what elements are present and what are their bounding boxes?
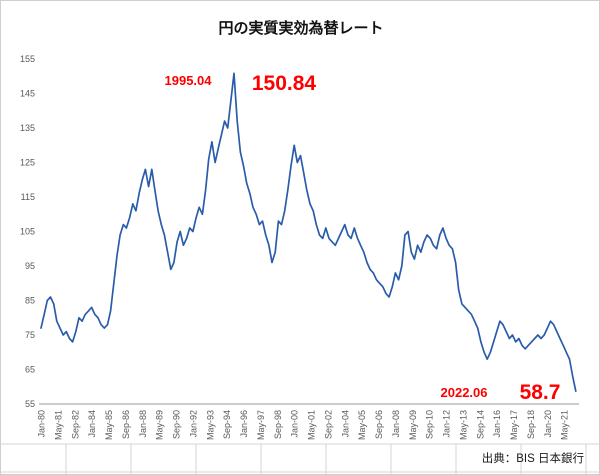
x-tick-label: Sep-10 [425, 410, 435, 439]
y-tick-label: 55 [25, 399, 35, 409]
x-tick-label: May-01 [307, 410, 317, 440]
x-tick-label: Sep-98 [273, 410, 283, 439]
x-tick-label: Jan-00 [290, 410, 300, 438]
y-tick-label: 125 [20, 158, 35, 168]
x-tick-label: Sep-18 [526, 410, 536, 439]
x-tick-label: Jan-92 [188, 410, 198, 438]
peak-value-annotation: 150.84 [252, 72, 317, 95]
x-tick-label: Jan-84 [87, 410, 97, 438]
x-tick-label: May-21 [560, 410, 570, 440]
x-tick-label: May-97 [256, 410, 266, 440]
x-tick-label: Jan-08 [391, 410, 401, 438]
x-tick-label: Sep-14 [475, 410, 485, 439]
x-tick-label: Jan-12 [442, 410, 452, 438]
x-tick-label: Sep-94 [222, 410, 232, 439]
y-tick-label: 65 [25, 365, 35, 375]
x-tick-label: May-13 [459, 410, 469, 440]
spreadsheet-gridlines [1, 443, 599, 474]
y-tick-label: 85 [25, 296, 35, 306]
y-tick-label: 155 [20, 54, 35, 64]
y-axis: 55 65 75 85 95 105 115 125 135 145 155 [20, 54, 35, 409]
x-tick-label: May-05 [357, 410, 367, 440]
x-tick-label: Sep-02 [323, 410, 333, 439]
x-tick-label: May-81 [53, 410, 63, 440]
x-tick-label: Jan-80 [37, 410, 47, 438]
x-axis: Jan-80 May-81 Sep-82 Jan-84 May-85 Sep-86 Jan-… [37, 410, 570, 440]
x-tick-label: May-89 [155, 410, 165, 440]
trough-date-annotation: 2022.06 [441, 385, 488, 400]
y-tick-label: 145 [20, 89, 35, 99]
y-tick-label: 75 [25, 330, 35, 340]
trough-value-annotation: 58.7 [520, 381, 561, 404]
y-tick-label: 105 [20, 227, 35, 237]
peak-date-annotation: 1995.04 [165, 73, 213, 88]
x-tick-label: Jan-96 [239, 410, 249, 438]
x-tick-label: May-17 [509, 410, 519, 440]
x-tick-label: Sep-90 [172, 410, 182, 439]
series-line [40, 72, 577, 393]
x-tick-label: Sep-82 [70, 410, 80, 439]
x-tick-label: May-85 [104, 410, 114, 440]
x-tick-label: Sep-86 [121, 410, 131, 439]
y-tick-label: 95 [25, 261, 35, 271]
x-tick-label: May-93 [205, 410, 215, 440]
x-tick-label: Jan-20 [543, 410, 553, 438]
x-tick-label: May-09 [408, 410, 418, 440]
y-tick-label: 135 [20, 123, 35, 133]
x-tick-label: Jan-16 [492, 410, 502, 438]
x-tick-label: Jan-04 [340, 410, 350, 438]
x-tick-label: Sep-06 [374, 410, 384, 439]
source-credit: 出典：BIS 日本銀行 [482, 451, 584, 465]
y-tick-label: 115 [21, 192, 35, 202]
chart-title: 円の実質実効為替レート [218, 19, 383, 37]
x-tick-label: Jan-88 [138, 410, 148, 438]
